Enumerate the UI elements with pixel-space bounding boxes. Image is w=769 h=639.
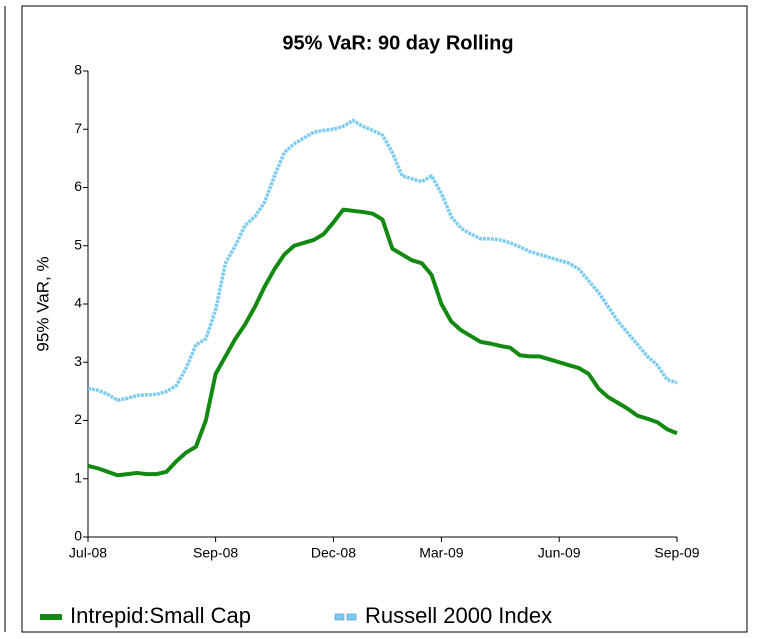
- x-tick-label: Sep-08: [193, 545, 238, 561]
- y-tick-label: 5: [74, 236, 82, 252]
- y-tick-label: 4: [74, 295, 82, 311]
- series-line: [87, 207, 678, 478]
- y-tick-label: 7: [74, 120, 82, 136]
- y-axis-label: 95% VaR, %: [33, 256, 52, 351]
- series-line: [87, 118, 678, 402]
- y-tick-label: 3: [74, 353, 82, 369]
- y-tick-label: 2: [74, 411, 82, 427]
- legend-label: Intrepid:Small Cap: [70, 603, 251, 628]
- y-tick-label: 8: [74, 62, 82, 78]
- x-tick-label: Dec-08: [311, 545, 356, 561]
- x-tick-label: Jun-09: [538, 545, 581, 561]
- legend-label: Russell 2000 Index: [365, 603, 552, 628]
- x-tick-label: Jul-08: [69, 545, 107, 561]
- legend-swatch: [334, 613, 345, 621]
- y-tick-label: 1: [74, 469, 82, 485]
- y-tick-label: 0: [74, 528, 82, 544]
- legend-swatch: [40, 614, 62, 620]
- x-tick-label: Mar-09: [419, 545, 464, 561]
- chart-title: 95% VaR: 90 day Rolling: [282, 32, 513, 54]
- x-tick-label: Sep-09: [654, 545, 699, 561]
- y-tick-label: 6: [74, 178, 82, 194]
- chart-frame: [21, 5, 748, 633]
- legend-swatch: [346, 613, 357, 621]
